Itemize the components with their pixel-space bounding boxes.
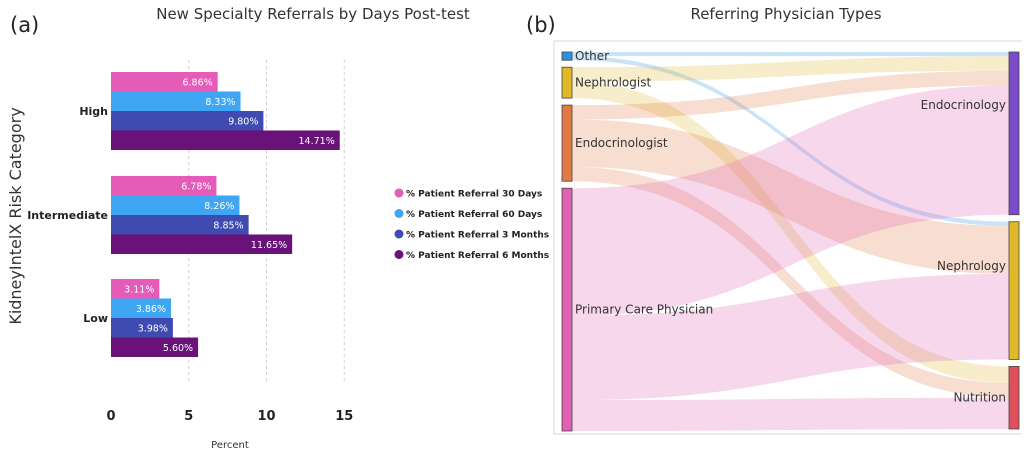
legend-marker-patient-referral-3-months — [394, 229, 404, 239]
node-label-endocrinology: Endocrinology — [921, 98, 1006, 112]
bar-chart-category-labels: High Intermediate Low — [27, 105, 108, 325]
bar-intermediate-patient-referral-60-days — [111, 195, 240, 215]
bar-value-label-low-patient-referral-60-days: 3.86% — [136, 304, 166, 315]
bar-intermediate-patient-referral-3-months — [111, 215, 249, 235]
bar-value-label-intermediate-patient-referral-30-days: 6.78% — [181, 181, 211, 192]
x-tick-0: 0 — [106, 409, 115, 424]
panel-a: (a) New Specialty Referrals by Days Post… — [6, 5, 549, 451]
bar-high-patient-referral-30-days — [111, 72, 218, 92]
bar-value-label-high-patient-referral-60-days: 8.33% — [205, 97, 235, 108]
link-other-to-endocrinology — [572, 52, 1009, 57]
link-other-to-nephrology — [572, 56, 1009, 226]
link-nephrologist-to-nutrition — [572, 81, 1009, 384]
link-endocrinologist-to-nephrology — [572, 119, 1009, 274]
bar-chart-bars: 6.86% 8.33% 9.80% 14.71% 6.78% 8.26% 8.85% 11.6… — [111, 72, 340, 357]
bar-low-patient-referral-30-days — [111, 279, 160, 299]
legend-marker-patient-referral-30-days — [394, 188, 404, 198]
bar-low-patient-referral-60-days — [111, 298, 172, 318]
bar-chart-title: New Specialty Referrals by Days Post-tes… — [156, 5, 470, 23]
node-label-nutrition: Nutrition — [953, 391, 1006, 405]
node-label-primary-care-physician: Primary Care Physician — [575, 303, 713, 317]
panel-b: (b) Referring Physician Types Other Nephr… — [526, 5, 1022, 435]
x-tick-10: 10 — [257, 409, 275, 424]
panel-b-label: (b) — [526, 13, 556, 37]
bar-value-label-low-patient-referral-3-months: 3.98% — [138, 323, 168, 334]
bar-low-patient-referral-6-months — [111, 337, 199, 357]
category-label-low: Low — [83, 312, 108, 325]
legend-marker-patient-referral-6-months — [394, 250, 404, 259]
panel-a-label: (a) — [10, 13, 39, 37]
node-label-nephrology: Nephrology — [937, 259, 1006, 273]
bar-high-patient-referral-6-months — [111, 130, 340, 150]
node-label-endocrinologist: Endocrinologist — [575, 136, 668, 150]
node-label-nephrologist: Nephrologist — [575, 76, 651, 90]
node-other — [561, 51, 573, 61]
category-label-high: High — [79, 105, 108, 118]
bar-value-label-high-patient-referral-3-months: 9.80% — [228, 116, 258, 127]
bar-low-patient-referral-3-months — [111, 318, 173, 338]
x-tick-15: 15 — [335, 409, 353, 424]
link-primary-care-physician-to-nephrology — [572, 273, 1009, 401]
legend-marker-patient-referral-60-days — [394, 209, 404, 218]
node-nephrology — [1008, 221, 1020, 360]
link-nephrologist-to-endocrinology — [572, 56, 1009, 82]
node-primary-care-physician — [561, 187, 573, 432]
bar-high-patient-referral-3-months — [111, 111, 264, 131]
link-endocrinologist-to-nutrition — [572, 166, 1009, 398]
legend-label-patient-referral-60-days: % Patient Referral 60 Days — [406, 210, 542, 220]
sankey-title: Referring Physician Types — [690, 5, 881, 23]
node-nephrologist — [561, 66, 573, 99]
link-primary-care-physician-to-nutrition — [572, 397, 1009, 431]
node-endocrinology — [1008, 51, 1020, 216]
bar-chart-x-axis-label: Percent — [211, 440, 249, 451]
sankey-nodes — [561, 51, 1020, 432]
sankey-node-labels: Other Nephrologist Endocrinologist Primary … — [575, 49, 1006, 405]
legend-label-patient-referral-30-days: % Patient Referral 30 Days — [406, 190, 542, 200]
x-tick-5: 5 — [184, 409, 193, 424]
bar-value-label-high-patient-referral-30-days: 6.86% — [182, 77, 212, 88]
sankey-links — [572, 52, 1009, 431]
bar-value-label-intermediate-patient-referral-3-months: 8.85% — [213, 220, 243, 231]
bar-chart-y-axis-label: KidneyIntelX Risk Category — [6, 107, 25, 324]
bar-value-label-intermediate-patient-referral-6-months: 11.65% — [251, 240, 287, 251]
node-endocrinologist — [561, 104, 573, 182]
bar-chart-x-ticks: 0 5 10 15 — [106, 409, 353, 424]
link-primary-care-physician-to-endocrinology — [572, 85, 1009, 316]
bar-value-label-low-patient-referral-6-months: 5.60% — [163, 343, 193, 354]
bar-chart-legend: % Patient Referral 30 Days % Patient Refe… — [394, 188, 549, 261]
bar-value-label-low-patient-referral-30-days: 3.11% — [124, 284, 154, 295]
node-nutrition — [1008, 366, 1020, 430]
bar-intermediate-patient-referral-30-days — [111, 176, 217, 196]
bar-value-label-intermediate-patient-referral-60-days: 8.26% — [204, 201, 234, 212]
bar-value-label-high-patient-referral-6-months: 14.71% — [299, 136, 335, 147]
legend-label-patient-referral-3-months: % Patient Referral 3 Months — [406, 231, 549, 241]
category-label-intermediate: Intermediate — [27, 209, 108, 222]
link-endocrinologist-to-endocrinology — [572, 70, 1009, 120]
bar-high-patient-referral-60-days — [111, 91, 241, 111]
node-label-other: Other — [575, 49, 609, 63]
legend-label-patient-referral-6-months: % Patient Referral 6 Months — [406, 251, 549, 261]
bar-intermediate-patient-referral-6-months — [111, 234, 293, 254]
